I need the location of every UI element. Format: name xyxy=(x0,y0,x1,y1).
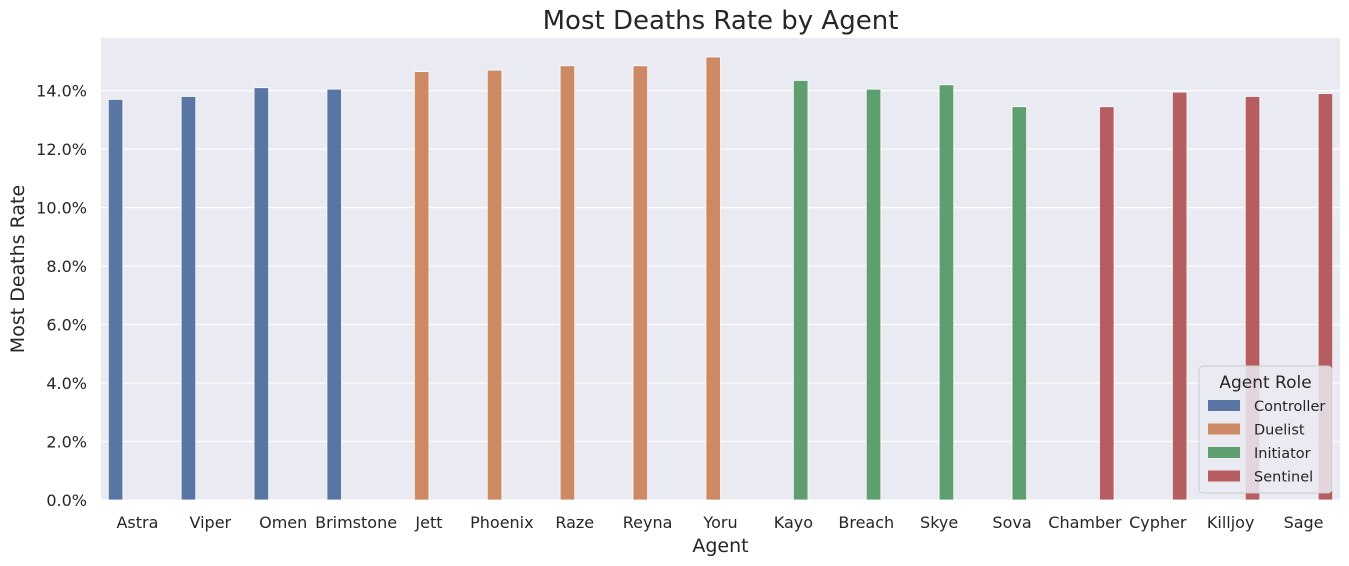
y-tick-label: 12.0% xyxy=(36,140,87,159)
bar xyxy=(865,88,882,501)
x-tick-label: Cypher xyxy=(1129,513,1187,532)
x-tick-label: Omen xyxy=(259,513,307,532)
x-tick-label: Yoru xyxy=(702,513,737,532)
legend-label: Sentinel xyxy=(1254,470,1313,486)
x-tick-label: Kayo xyxy=(774,513,813,532)
y-tick-label: 14.0% xyxy=(36,82,87,101)
bar xyxy=(1011,106,1028,501)
y-axis-ticks: 0.0% 2.0% 4.0% 6.0% 8.0% 10.0% 12.0% 14.0% xyxy=(36,82,87,510)
bar xyxy=(107,99,124,501)
y-axis-label: Most Deaths Rate xyxy=(7,185,29,353)
x-axis-ticks: Astra Viper Omen Brimstone Jett Phoenix Raze Re… xyxy=(116,513,1323,532)
x-tick-label: Phoenix xyxy=(470,513,533,532)
bar xyxy=(559,65,576,501)
bar xyxy=(705,56,721,501)
legend-swatch xyxy=(1208,400,1240,411)
bar xyxy=(792,79,809,501)
legend-items: Controller Duelist Initiator Sentinel xyxy=(1208,399,1325,486)
bar xyxy=(326,88,342,501)
x-tick-label: Jett xyxy=(414,513,442,532)
chart-title: Most Deaths Rate by Agent xyxy=(543,6,899,36)
x-tick-label: Astra xyxy=(116,513,158,532)
legend-label: Initiator xyxy=(1254,446,1311,462)
x-tick-label: Sage xyxy=(1284,513,1324,532)
y-tick-label: 4.0% xyxy=(46,374,87,393)
y-tick-label: 2.0% xyxy=(46,433,87,452)
x-tick-label: Reyna xyxy=(623,513,673,532)
legend-title: Agent Role xyxy=(1219,373,1311,393)
bar xyxy=(1171,91,1188,501)
x-tick-label: Raze xyxy=(555,513,594,532)
x-tick-label: Killjoy xyxy=(1207,513,1255,532)
x-tick-label: Sova xyxy=(992,513,1031,532)
legend-swatch xyxy=(1208,423,1240,435)
y-tick-label: 6.0% xyxy=(46,316,87,335)
x-tick-label: Viper xyxy=(190,513,232,532)
bar xyxy=(1099,106,1115,501)
y-tick-label: 8.0% xyxy=(46,257,87,276)
y-tick-label: 10.0% xyxy=(36,199,87,218)
bar xyxy=(632,65,649,501)
x-tick-label: Chamber xyxy=(1048,513,1122,532)
legend: Agent Role Controller Duelist Initiator Sen… xyxy=(1198,365,1333,494)
legend-swatch xyxy=(1208,470,1240,482)
bar xyxy=(253,87,270,501)
legend-label: Duelist xyxy=(1254,423,1305,439)
x-axis-label: Agent xyxy=(692,535,748,557)
bar xyxy=(413,71,430,501)
legend-swatch xyxy=(1208,447,1240,458)
bar xyxy=(938,84,955,501)
x-tick-label: Breach xyxy=(838,513,894,532)
y-tick-label: 0.0% xyxy=(46,491,87,510)
legend-label: Controller xyxy=(1254,399,1325,415)
x-tick-label: Skye xyxy=(920,513,958,532)
bar xyxy=(180,96,197,501)
bar xyxy=(486,69,503,501)
x-tick-label: Brimstone xyxy=(315,513,397,532)
legend-box xyxy=(1198,365,1333,494)
